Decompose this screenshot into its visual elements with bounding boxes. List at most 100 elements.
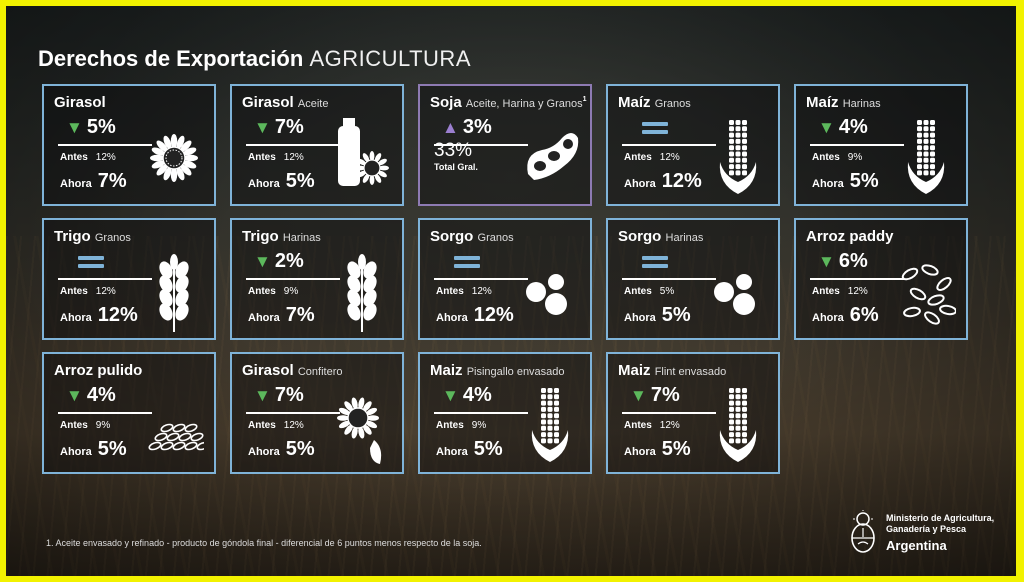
card-product-name: Maíz Harinas xyxy=(806,94,881,111)
card-product-name: Maiz Flint envasado xyxy=(618,362,726,379)
rate-card: Girasol ▼ 5% Antes 12% Ahora 7% xyxy=(42,84,216,206)
rate-change: ▼ 4% xyxy=(442,384,492,407)
divider xyxy=(622,278,716,280)
oil-bottle-sunflower-icon xyxy=(338,118,389,186)
total-rate: 33% xyxy=(434,140,473,161)
change-value: 6% xyxy=(838,250,868,272)
card-subtitle: Harinas xyxy=(842,98,881,110)
now-rate: Ahora 5% xyxy=(624,438,691,460)
total-label: Total Gral. xyxy=(434,162,478,172)
sunflower-icon xyxy=(150,134,198,182)
card-name: Maiz xyxy=(618,362,651,379)
now-rate: Ahora 5% xyxy=(248,438,315,460)
divider xyxy=(810,278,904,280)
before-rate: Antes 12% xyxy=(624,420,680,431)
card-product-name: Soja Aceite, Harina y Granos1 xyxy=(430,94,587,111)
sunflower-seed-icon xyxy=(337,397,382,464)
rate-card: Trigo Granos Antes 12% Ahora 12% xyxy=(42,218,216,340)
divider xyxy=(246,278,340,280)
wheat-icon xyxy=(159,254,189,332)
sorghum-grains-icon xyxy=(526,274,567,315)
rate-card: Maíz Harinas ▼ 4% Antes 9% Ahora 5% xyxy=(794,84,968,206)
before-rate: Antes 12% xyxy=(248,152,304,163)
down-arrow-icon: ▼ xyxy=(254,118,271,137)
footnote-marker: 1 xyxy=(582,96,587,103)
card-product-name: Arroz paddy xyxy=(806,228,894,245)
card-subtitle: Granos xyxy=(654,98,691,110)
rate-change: ▼ 5% xyxy=(66,116,116,139)
before-rate: Antes 9% xyxy=(248,286,299,297)
up-arrow-icon: ▲ xyxy=(442,118,459,137)
divider xyxy=(434,412,528,414)
card-name: Maiz xyxy=(430,362,463,379)
rate-card: Sorgo Harinas Antes 5% Ahora 5% xyxy=(606,218,780,340)
card-product-name: Girasol Confitero xyxy=(242,362,343,379)
now-rate: Ahora 12% xyxy=(436,304,514,326)
footnote: 1. Aceite envasado y refinado - producto… xyxy=(46,538,482,548)
before-rate: Antes 12% xyxy=(60,286,116,297)
down-arrow-icon: ▼ xyxy=(66,118,83,137)
unchanged-icon xyxy=(78,256,104,270)
rate-change: ▼ 7% xyxy=(630,384,680,407)
card-name: Maíz xyxy=(806,94,839,111)
now-rate: Ahora 5% xyxy=(248,170,315,192)
card-product-name: Trigo Harinas xyxy=(242,228,321,245)
title-light: AGRICULTURA xyxy=(309,46,471,71)
rate-card: Sorgo Granos Antes 12% Ahora 12% xyxy=(418,218,592,340)
card-name: Sorgo xyxy=(430,228,474,245)
rate-change: ▼ 6% xyxy=(818,250,868,273)
down-arrow-icon: ▼ xyxy=(442,386,459,405)
coat-of-arms-icon xyxy=(851,510,875,553)
card-name: Maíz xyxy=(618,94,651,111)
card-product-name: Sorgo Granos xyxy=(430,228,514,245)
card-product-name: Maiz Pisingallo envasado xyxy=(430,362,565,379)
page-title: Derechos de Exportación AGRICULTURA xyxy=(38,46,471,72)
rate-change: ▲ 3% xyxy=(442,116,492,139)
down-arrow-icon: ▼ xyxy=(818,252,835,271)
card-name: Arroz paddy xyxy=(806,228,894,245)
divider xyxy=(246,144,340,146)
card-subtitle: Pisingallo envasado xyxy=(466,366,565,378)
before-rate: Antes 9% xyxy=(436,420,487,431)
now-rate: Ahora 12% xyxy=(624,170,702,192)
before-rate: Antes 9% xyxy=(60,420,111,431)
before-rate: Antes 5% xyxy=(624,286,675,297)
divider xyxy=(246,412,340,414)
card-name: Sorgo xyxy=(618,228,662,245)
rate-card: Trigo Harinas ▼ 2% Antes 9% Ahora 7% xyxy=(230,218,404,340)
before-rate: Antes 12% xyxy=(812,286,868,297)
wheat-icon xyxy=(347,254,377,332)
change-value: 3% xyxy=(462,116,492,138)
corn-icon xyxy=(719,388,757,462)
poster-canvas: Derechos de Exportación AGRICULTURA Gira… xyxy=(6,6,1016,576)
rate-change: ▼ 2% xyxy=(254,250,304,273)
now-rate: Ahora 12% xyxy=(60,304,138,326)
card-name: Soja xyxy=(430,94,462,111)
divider xyxy=(58,144,152,146)
rate-card: Maiz Flint envasado ▼ 7% Antes 12% Ahora 5% xyxy=(606,352,780,474)
change-value: 4% xyxy=(86,384,116,406)
card-name: Trigo xyxy=(242,228,279,245)
rate-card: Soja Aceite, Harina y Granos1 ▲ 3% 33% Total… xyxy=(418,84,592,206)
rice-pile-icon xyxy=(148,423,204,451)
card-subtitle: Granos xyxy=(94,232,131,244)
ministry-logo: Ministerio de Agricultura, Ganadería y P… xyxy=(848,508,1016,558)
change-value: 7% xyxy=(274,384,304,406)
now-rate: Ahora 5% xyxy=(436,438,503,460)
rate-card: Arroz paddy ▼ 6% Antes 12% Ahora 6% xyxy=(794,218,968,340)
rate-change: ▼ 7% xyxy=(254,384,304,407)
down-arrow-icon: ▼ xyxy=(254,386,271,405)
now-rate: Ahora 7% xyxy=(248,304,315,326)
unchanged-icon xyxy=(642,256,668,270)
card-product-name: Girasol xyxy=(54,94,106,111)
change-value: 4% xyxy=(462,384,492,406)
divider xyxy=(58,278,152,280)
divider xyxy=(58,412,152,414)
unchanged-icon xyxy=(642,122,668,136)
divider xyxy=(622,412,716,414)
now-rate: Ahora 5% xyxy=(60,438,127,460)
divider xyxy=(810,144,904,146)
change-value: 5% xyxy=(86,116,116,138)
divider xyxy=(434,278,528,280)
rate-card: Maíz Granos Antes 12% Ahora 12% xyxy=(606,84,780,206)
